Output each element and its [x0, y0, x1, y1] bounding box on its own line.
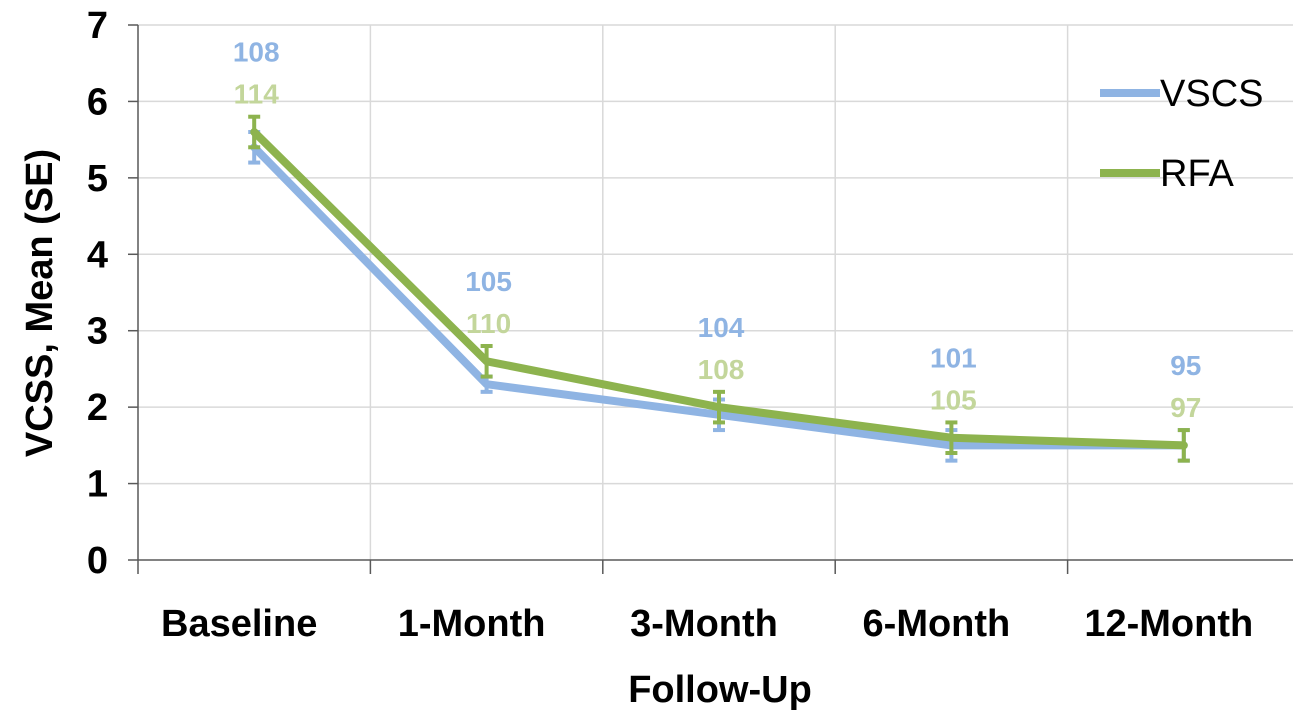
y-tick-label: 4 [87, 234, 108, 276]
legend: VSCS RFA [1100, 73, 1263, 195]
legend-label-vscs: VSCS [1160, 73, 1263, 115]
data-label-rfa: 110 [466, 308, 511, 339]
y-tick-label: 3 [87, 311, 108, 353]
y-tick-label: 0 [87, 540, 108, 582]
x-tick-label: Baseline [161, 603, 317, 645]
x-tick-label: 6-Month [863, 603, 1011, 645]
data-label-rfa: 108 [698, 354, 745, 385]
legend-label-rfa: RFA [1160, 153, 1235, 195]
data-label-vscs: 108 [233, 37, 280, 68]
data-label-vscs: 101 [930, 342, 977, 373]
y-tick-label: 1 [87, 464, 108, 506]
x-tick-label: 3-Month [630, 603, 778, 645]
x-tick-labels: Baseline 1-Month 3-Month 6-Month 12-Month [161, 603, 1253, 645]
x-tick-label: 1-Month [398, 603, 546, 645]
series-group [248, 114, 1190, 463]
y-tick-label: 5 [87, 158, 108, 200]
data-label-rfa: 97 [1170, 392, 1201, 423]
gridlines [138, 24, 1293, 560]
data-label-rfa: 114 [234, 79, 280, 110]
x-axis-title: Follow-Up [628, 669, 812, 711]
data-label-rfa: 105 [930, 384, 977, 415]
data-label-vscs: 95 [1170, 350, 1201, 381]
y-tick-labels: 0 1 2 3 4 5 6 7 [87, 5, 108, 582]
data-label-vscs: 105 [465, 266, 512, 297]
y-tick-label: 6 [87, 81, 108, 123]
y-tick-label: 7 [87, 5, 108, 47]
axes [128, 24, 1293, 574]
x-tick-label: 12-Month [1084, 603, 1253, 645]
y-axis-title: VCSS, Mean (SE) [19, 149, 61, 457]
data-label-vscs: 104 [698, 312, 745, 343]
y-tick-label: 2 [87, 387, 108, 429]
data-labels: 108 114 105 110 104 108 101 105 95 97 [233, 37, 1202, 423]
